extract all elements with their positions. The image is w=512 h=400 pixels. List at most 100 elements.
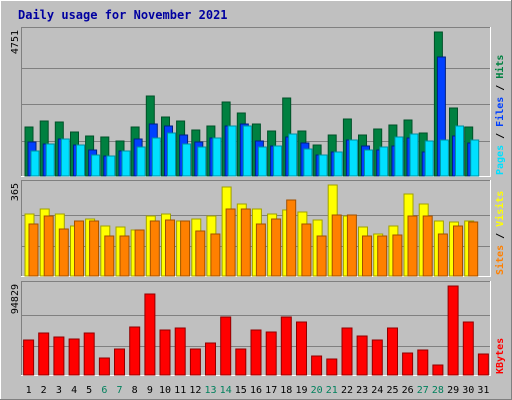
- bar-sites-day-10: [165, 219, 175, 277]
- bar-sites-day-21: [331, 214, 342, 277]
- bar-sites-day-24: [377, 235, 388, 277]
- x-label-day-18: 18: [280, 385, 292, 396]
- bar-pages-day-30: [470, 139, 480, 177]
- legend-hits: Hits: [494, 55, 506, 79]
- bar-sites-day-29: [453, 225, 463, 277]
- bar-sites-day-2: [43, 215, 54, 277]
- panel-kbytes: 94829 KBytes: [10, 281, 506, 376]
- bar-kbytes-day-5: [83, 332, 95, 376]
- bar-sites-day-8: [134, 229, 145, 277]
- bar-kbytes-day-6: [98, 357, 110, 376]
- bar-sites-day-25: [392, 234, 403, 277]
- bar-kbytes-day-14: [220, 316, 232, 376]
- bar-pages-day-18: [288, 133, 298, 177]
- bar-kbytes-day-2: [38, 332, 50, 376]
- bar-pages-day-4: [76, 144, 85, 177]
- bar-pages-day-17: [273, 145, 283, 177]
- x-label-day-14: 14: [220, 385, 232, 396]
- chart-title: Daily usage for November 2021: [18, 8, 228, 22]
- x-label-day-28: 28: [432, 385, 444, 396]
- bar-kbytes-day-28: [432, 364, 444, 376]
- bar-sites-day-11: [180, 220, 191, 277]
- bar-sites-day-30: [468, 221, 479, 277]
- bar-sites-day-9: [149, 220, 160, 277]
- bar-kbytes-day-1: [23, 339, 35, 376]
- bar-pages-day-24: [379, 146, 389, 177]
- bar-kbytes-day-7: [114, 348, 125, 376]
- bar-pages-day-26: [409, 133, 419, 177]
- x-label-day-4: 4: [71, 385, 77, 396]
- bar-sites-day-22: [346, 214, 357, 277]
- bar-sites-day-14: [225, 208, 236, 277]
- bar-pages-day-23: [364, 149, 373, 177]
- bar-kbytes-day-18: [280, 316, 292, 376]
- bar-kbytes-day-27: [417, 349, 429, 376]
- bar-pages-day-15: [242, 125, 252, 177]
- x-label-day-10: 10: [159, 385, 171, 396]
- bar-sites-day-26: [407, 215, 418, 277]
- bar-kbytes-day-11: [174, 327, 186, 376]
- x-axis-labels: 1 2 3 4 5 6 7 8 9 10 11 12 13 14 15 16 17 18 19 20 21 22 23 24 2…: [26, 385, 490, 396]
- bar-pages-day-16: [257, 146, 267, 177]
- bar-kbytes-day-29: [447, 285, 459, 376]
- bar-sites-day-28: [437, 233, 448, 277]
- bar-kbytes-day-30: [462, 321, 474, 376]
- x-label-day-20: 20: [311, 385, 323, 396]
- legend-separator: /: [495, 127, 506, 145]
- bar-pages-day-9: [151, 137, 161, 177]
- x-label-day-3: 3: [56, 385, 62, 396]
- x-label-day-19: 19: [295, 385, 307, 396]
- bar-pages-day-6: [106, 155, 116, 177]
- bar-pages-day-13: [212, 137, 222, 177]
- bar-kbytes-day-13: [205, 342, 216, 376]
- x-label-day-5: 5: [86, 385, 92, 396]
- bar-kbytes-day-3: [53, 336, 65, 376]
- x-label-day-9: 9: [147, 385, 153, 396]
- panel-hits-files-pages: 4751 Pages / Files / Hits: [10, 27, 506, 177]
- bar-pages-day-27: [424, 140, 434, 177]
- x-label-day-29: 29: [447, 385, 459, 396]
- x-label-day-26: 26: [402, 385, 414, 396]
- legend-visits: Visits: [494, 191, 506, 227]
- series-legend: KBytes: [495, 338, 506, 374]
- bar-sites-day-19: [301, 223, 312, 277]
- panel-visits-sites: 365 Sites / Visits: [10, 180, 506, 277]
- bar-kbytes-day-10: [159, 329, 171, 376]
- bar-sites-day-27: [422, 215, 433, 277]
- bar-pages-day-8: [136, 146, 146, 177]
- legend-kbytes: KBytes: [495, 338, 506, 374]
- bar-kbytes-day-22: [341, 327, 353, 376]
- x-label-day-8: 8: [132, 385, 138, 396]
- bar-sites-day-3: [58, 228, 69, 277]
- bar-pages-day-22: [348, 139, 358, 177]
- x-label-day-6: 6: [101, 385, 107, 396]
- bar-sites-day-13: [210, 233, 221, 277]
- bar-sites-day-15: [240, 208, 251, 277]
- bar-kbytes-day-19: [296, 321, 307, 376]
- bar-sites-day-16: [255, 223, 266, 277]
- bar-kbytes-day-21: [326, 358, 338, 376]
- x-label-day-16: 16: [250, 385, 262, 396]
- series-legend: Sites / Visits: [494, 191, 506, 275]
- x-label-day-27: 27: [417, 385, 429, 396]
- legend-pages: Pages: [495, 145, 506, 175]
- bar-sites-day-5: [89, 220, 100, 277]
- bar-pages-day-21: [333, 151, 343, 177]
- bar-sites-day-17: [271, 218, 282, 277]
- bar-sites-day-4: [74, 220, 84, 277]
- y-max-label: 94829: [10, 284, 21, 314]
- y-max-label: 365: [10, 183, 21, 201]
- bar-kbytes-day-31: [477, 353, 489, 376]
- bar-kbytes-day-26: [402, 352, 414, 376]
- bar-pages-day-3: [60, 138, 70, 177]
- x-label-day-7: 7: [116, 385, 122, 396]
- x-label-day-13: 13: [204, 385, 216, 396]
- bar-sites-day-12: [195, 230, 206, 277]
- bar-kbytes-day-4: [68, 338, 80, 376]
- x-label-day-30: 30: [462, 385, 474, 396]
- bar-kbytes-day-12: [189, 348, 201, 376]
- bar-pages-day-20: [318, 154, 328, 177]
- x-label-day-1: 1: [26, 385, 32, 396]
- legend-separator: /: [495, 79, 506, 97]
